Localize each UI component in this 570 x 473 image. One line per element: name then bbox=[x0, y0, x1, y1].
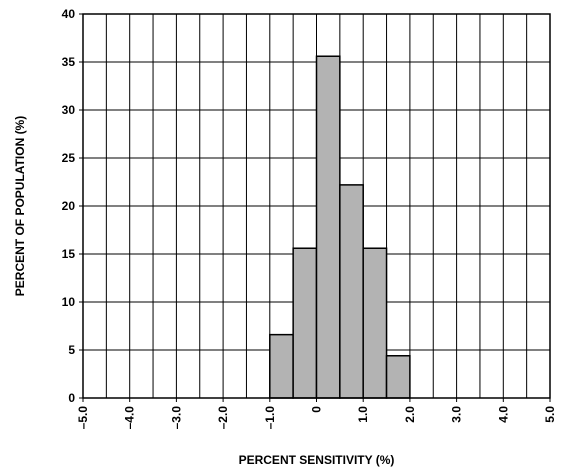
x-axis-ticks: –5.0 –4.0 –3.0 –2.0 –1.0 0 1.0 2.0 3.0 4.0 5.0 bbox=[76, 398, 557, 429]
y-tick-label: 35 bbox=[62, 55, 76, 69]
x-tick-label: –2.0 bbox=[216, 406, 230, 430]
y-tick-label: 5 bbox=[68, 343, 75, 357]
x-tick-label: –4.0 bbox=[123, 406, 137, 430]
x-tick-label: 0 bbox=[310, 406, 324, 413]
y-axis-title: PERCENT OF POPULATION (%) bbox=[13, 116, 27, 296]
histogram-bar bbox=[339, 184, 364, 399]
x-tick-label: –3.0 bbox=[169, 406, 183, 430]
y-tick-label: 0 bbox=[68, 391, 75, 405]
histogram-bar bbox=[292, 247, 318, 399]
y-tick-label: 40 bbox=[62, 7, 76, 21]
y-tick-label: 15 bbox=[62, 247, 76, 261]
y-tick-label: 20 bbox=[62, 199, 76, 213]
histogram-bar bbox=[269, 333, 294, 399]
x-tick-label: 2.0 bbox=[403, 406, 417, 423]
x-tick-label: –5.0 bbox=[76, 406, 90, 430]
x-tick-label: 5.0 bbox=[543, 406, 557, 423]
x-tick-label: 4.0 bbox=[496, 406, 510, 423]
histogram-bar bbox=[315, 55, 341, 399]
y-tick-label: 30 bbox=[62, 103, 76, 117]
x-tick-label: 1.0 bbox=[356, 406, 370, 423]
x-tick-label: –1.0 bbox=[263, 406, 277, 430]
y-tick-label: 25 bbox=[62, 151, 76, 165]
x-tick-label: 3.0 bbox=[450, 406, 464, 423]
y-axis-ticks: 0 5 10 15 20 25 30 35 40 bbox=[62, 7, 83, 405]
histogram-bars bbox=[269, 55, 411, 399]
histogram-bar bbox=[385, 355, 411, 399]
x-axis-title: PERCENT SENSITIVITY (%) bbox=[239, 453, 395, 467]
y-tick-label: 10 bbox=[62, 295, 76, 309]
histogram-bar bbox=[362, 247, 388, 399]
